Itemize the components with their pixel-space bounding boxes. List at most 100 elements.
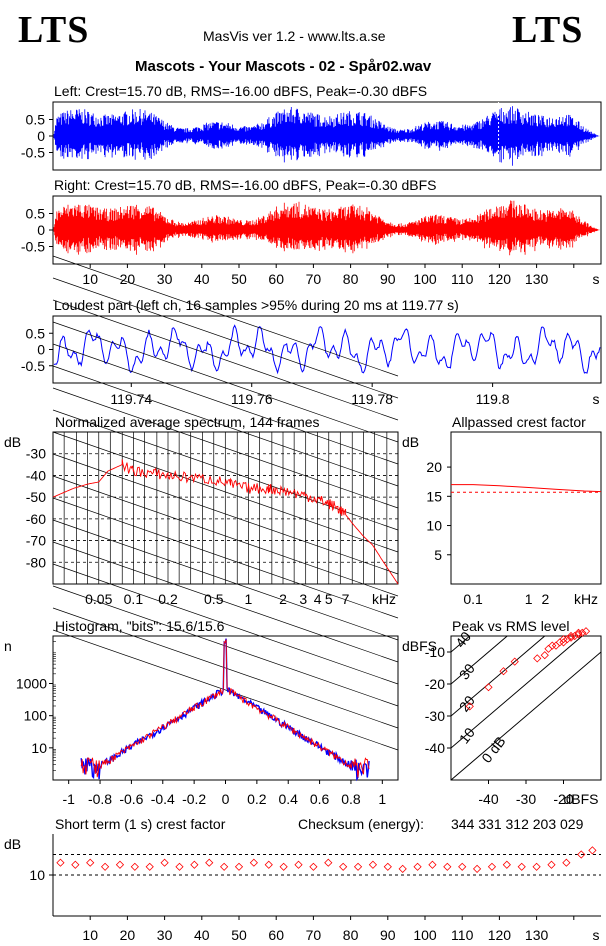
- crest-ytick-label: 15: [426, 488, 442, 504]
- spectrum-diagonal: [52, 321, 399, 443]
- stcrest-xtick-label: 130: [525, 927, 549, 943]
- pvr-ytick-label: -10: [425, 644, 445, 660]
- stcrest-point: [383, 862, 392, 871]
- pvr-xtick-label: -30: [516, 791, 536, 807]
- right_waveform-xtick-label: s: [593, 271, 600, 287]
- spectrum-xtick-label: 0.05: [85, 591, 112, 607]
- stcrest-xtick-label: 30: [157, 927, 173, 943]
- left_waveform-ytick-label: 0: [37, 128, 45, 144]
- stcrest-point: [71, 860, 80, 869]
- spectrum-xtick-label: 0.5: [204, 591, 224, 607]
- histogram-ylabel: n: [4, 638, 12, 654]
- histogram-ytick-label: 10: [31, 740, 47, 756]
- stcrest-point: [487, 862, 497, 871]
- crest-title: Allpassed crest factor: [452, 414, 586, 430]
- right_waveform-xtick-label: 10: [82, 271, 98, 287]
- spectrum-xtick-label: 0.1: [124, 591, 144, 607]
- pvr-diagonal: [451, 636, 584, 749]
- right_waveform-ytick-label: 0.5: [26, 206, 46, 222]
- pvr-ytick-label: -20: [425, 676, 445, 692]
- spectrum-xunit: kHz: [372, 591, 396, 607]
- loudest-xtick-label: 119.78: [351, 391, 393, 407]
- spectrum-xtick-label: 0.2: [158, 591, 178, 607]
- stcrest-point: [56, 858, 65, 867]
- stcrest-point: [190, 860, 199, 869]
- pvr-point: [574, 630, 583, 639]
- spectrum-diagonal: [52, 365, 399, 487]
- pvr-point: [566, 633, 576, 642]
- pvr-diagonal-label: 0 dB: [478, 733, 508, 766]
- loudest-xtick-label: 119.8: [476, 391, 510, 407]
- stcrest-point: [100, 862, 110, 871]
- spectrum-ytick-label: -70: [26, 533, 46, 549]
- spectrum-diagonal: [52, 343, 399, 465]
- stcrest-xtick-label: 80: [343, 927, 359, 943]
- crest-xtick-label: 0.1: [463, 591, 483, 607]
- right_waveform-xtick-label: 20: [120, 271, 136, 287]
- spectrum-diagonal: [52, 387, 399, 509]
- spectrum-series: [52, 459, 399, 585]
- stcrest-point: [532, 862, 541, 871]
- spectrum-ytick-label: -60: [26, 511, 46, 527]
- stcrest-xtick-label: 40: [194, 927, 210, 943]
- loudest-ytick-label: -0.5: [21, 358, 45, 374]
- histogram-xtick-label: 0: [222, 791, 230, 807]
- stcrest-xtick-label: 70: [306, 927, 322, 943]
- pvr-point: [484, 683, 493, 692]
- histogram-xtick-label: -0.4: [151, 791, 175, 807]
- spectrum-diagonal: [52, 629, 399, 751]
- stcrest-point: [562, 858, 571, 867]
- histogram-series: [80, 638, 370, 782]
- stcrest-xtick-label: 120: [488, 927, 512, 943]
- spectrum-diagonal: [52, 299, 399, 421]
- crest-ylabel: dB: [402, 434, 419, 450]
- histogram-frame: [52, 635, 399, 781]
- stcrest-point: [339, 862, 348, 871]
- track-title: Mascots - Your Mascots - 02 - Spår02.wav: [135, 58, 432, 75]
- loudest-series: [53, 324, 601, 375]
- stcrest-point: [249, 858, 258, 867]
- pvr-diagonal: [451, 651, 601, 780]
- stcrest-point: [86, 858, 95, 867]
- pvr-title: Peak vs RMS level: [452, 618, 569, 634]
- stcrest-title: Short term (1 s) crest factor: [55, 816, 226, 832]
- pvr-diagonals: [451, 636, 601, 780]
- right_waveform-xtick-label: 120: [488, 271, 512, 287]
- spectrum-diagonal: [52, 453, 399, 575]
- loudest-xtick-label: 119.74: [110, 391, 152, 407]
- pvr-point: [544, 644, 553, 653]
- checksum-label: Checksum (energy):: [298, 816, 424, 832]
- histogram-xtick-label: 0.6: [310, 791, 330, 807]
- histogram-xtick-label: 1: [378, 791, 386, 807]
- pvr-point: [499, 667, 508, 676]
- loudest-title: Loudest part (left ch, 16 samples >95% d…: [54, 297, 459, 313]
- spectrum-diagonal: [52, 431, 399, 553]
- stcrest-point: [588, 846, 597, 855]
- loudest-xunit: s: [593, 391, 600, 407]
- spectrum-xtick-label: 4: [314, 591, 322, 607]
- loudest-xtick-label: 119.76: [231, 391, 273, 407]
- stcrest-point: [517, 862, 526, 871]
- histogram-xtick-label: -0.8: [88, 791, 112, 807]
- stcrest-xtick-label: 110: [451, 927, 474, 943]
- stcrest-point: [115, 860, 125, 869]
- stcrest-xtick-label: 10: [82, 927, 98, 943]
- histogram-ytick-label: 100: [24, 708, 48, 724]
- histogram-title: Histogram, "bits": 15.6/15.6: [55, 618, 225, 634]
- stcrest-xtick-label: s: [593, 927, 600, 943]
- spectrum-ylabel: dB: [4, 434, 21, 450]
- app-title: MasVis ver 1.2 - www.lts.a.se: [203, 28, 386, 44]
- spectrum-ytick-label: -40: [26, 467, 46, 483]
- pvr-ytick-label: -30: [425, 708, 445, 724]
- pvr-xtick-label: -20: [553, 791, 573, 807]
- stcrest-point: [577, 850, 586, 859]
- stcrest-point: [264, 860, 273, 869]
- spectrum-diagonal: [52, 497, 399, 619]
- logo-left: LTS: [18, 9, 90, 51]
- spectrum-frame: [52, 431, 399, 585]
- crest-ytick-label: 20: [426, 459, 442, 475]
- checksum-value: 344 331 312 203 029: [451, 816, 584, 832]
- histogram-series: [80, 639, 370, 778]
- histogram-xtick-label: 0.4: [278, 791, 298, 807]
